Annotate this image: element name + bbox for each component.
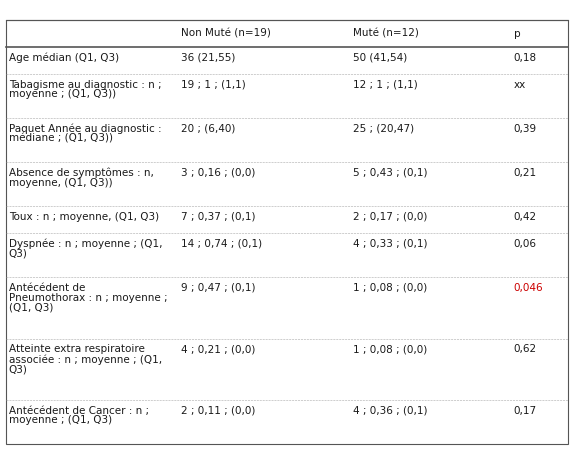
Text: 20 ; (6,40): 20 ; (6,40) <box>181 124 235 133</box>
Text: 1 ; 0,08 ; (0,0): 1 ; 0,08 ; (0,0) <box>353 344 427 354</box>
Text: 50 (41,54): 50 (41,54) <box>353 53 408 63</box>
Text: médiane ; (Q1, Q3)): médiane ; (Q1, Q3)) <box>9 133 113 143</box>
Text: Q3): Q3) <box>9 249 28 258</box>
Text: 2 ; 0,11 ; (0,0): 2 ; 0,11 ; (0,0) <box>181 405 255 415</box>
Text: associée : n ; moyenne ; (Q1,: associée : n ; moyenne ; (Q1, <box>9 354 162 364</box>
Text: moyenne ; (Q1, Q3): moyenne ; (Q1, Q3) <box>9 415 112 425</box>
Text: 0,17: 0,17 <box>514 405 537 415</box>
Text: Paquet Année au diagnostic :: Paquet Année au diagnostic : <box>9 124 161 134</box>
Text: Pneumothorax : n ; moyenne ;: Pneumothorax : n ; moyenne ; <box>9 293 167 303</box>
Text: 7 ; 0,37 ; (0,1): 7 ; 0,37 ; (0,1) <box>181 212 255 222</box>
Text: 0,39: 0,39 <box>514 124 537 133</box>
Text: 3 ; 0,16 ; (0,0): 3 ; 0,16 ; (0,0) <box>181 168 255 178</box>
Text: moyenne, (Q1, Q3)): moyenne, (Q1, Q3)) <box>9 178 113 188</box>
Text: Q3): Q3) <box>9 364 28 374</box>
Text: (Q1, Q3): (Q1, Q3) <box>9 303 53 313</box>
Text: 4 ; 0,36 ; (0,1): 4 ; 0,36 ; (0,1) <box>353 405 428 415</box>
Text: 2 ; 0,17 ; (0,0): 2 ; 0,17 ; (0,0) <box>353 212 428 222</box>
Text: 4 ; 0,33 ; (0,1): 4 ; 0,33 ; (0,1) <box>353 239 428 249</box>
Text: 0,42: 0,42 <box>514 212 537 222</box>
Text: 0,06: 0,06 <box>514 239 537 249</box>
Text: 0,62: 0,62 <box>514 344 537 354</box>
Text: 12 ; 1 ; (1,1): 12 ; 1 ; (1,1) <box>353 79 418 90</box>
Text: Antécédent de Cancer : n ;: Antécédent de Cancer : n ; <box>9 405 149 415</box>
Text: Dyspnée : n ; moyenne ; (Q1,: Dyspnée : n ; moyenne ; (Q1, <box>9 239 162 249</box>
Text: 5 ; 0,43 ; (0,1): 5 ; 0,43 ; (0,1) <box>353 168 428 178</box>
Text: Non Muté (n=19): Non Muté (n=19) <box>181 29 271 39</box>
Text: 4 ; 0,21 ; (0,0): 4 ; 0,21 ; (0,0) <box>181 344 255 354</box>
Text: Absence de symptômes : n,: Absence de symptômes : n, <box>9 168 153 178</box>
Text: Antécédent de: Antécédent de <box>9 283 85 293</box>
Text: 0,18: 0,18 <box>514 53 537 63</box>
Text: Atteinte extra respiratoire: Atteinte extra respiratoire <box>9 344 145 354</box>
Text: 1 ; 0,08 ; (0,0): 1 ; 0,08 ; (0,0) <box>353 283 427 293</box>
Text: 25 ; (20,47): 25 ; (20,47) <box>353 124 414 133</box>
Text: moyenne ; (Q1, Q3)): moyenne ; (Q1, Q3)) <box>9 89 116 100</box>
Text: Age médian (Q1, Q3): Age médian (Q1, Q3) <box>9 53 119 63</box>
Text: 36 (21,55): 36 (21,55) <box>181 53 235 63</box>
Text: xx: xx <box>514 79 526 90</box>
Text: 19 ; 1 ; (1,1): 19 ; 1 ; (1,1) <box>181 79 246 90</box>
Text: Tabagisme au diagnostic : n ;: Tabagisme au diagnostic : n ; <box>9 79 161 90</box>
Text: 0,21: 0,21 <box>514 168 537 178</box>
Text: 0,046: 0,046 <box>514 283 544 293</box>
Text: Toux : n ; moyenne, (Q1, Q3): Toux : n ; moyenne, (Q1, Q3) <box>9 212 159 222</box>
Text: 14 ; 0,74 ; (0,1): 14 ; 0,74 ; (0,1) <box>181 239 262 249</box>
Text: p: p <box>514 29 521 39</box>
Text: Muté (n=12): Muté (n=12) <box>353 29 419 39</box>
Text: 9 ; 0,47 ; (0,1): 9 ; 0,47 ; (0,1) <box>181 283 255 293</box>
